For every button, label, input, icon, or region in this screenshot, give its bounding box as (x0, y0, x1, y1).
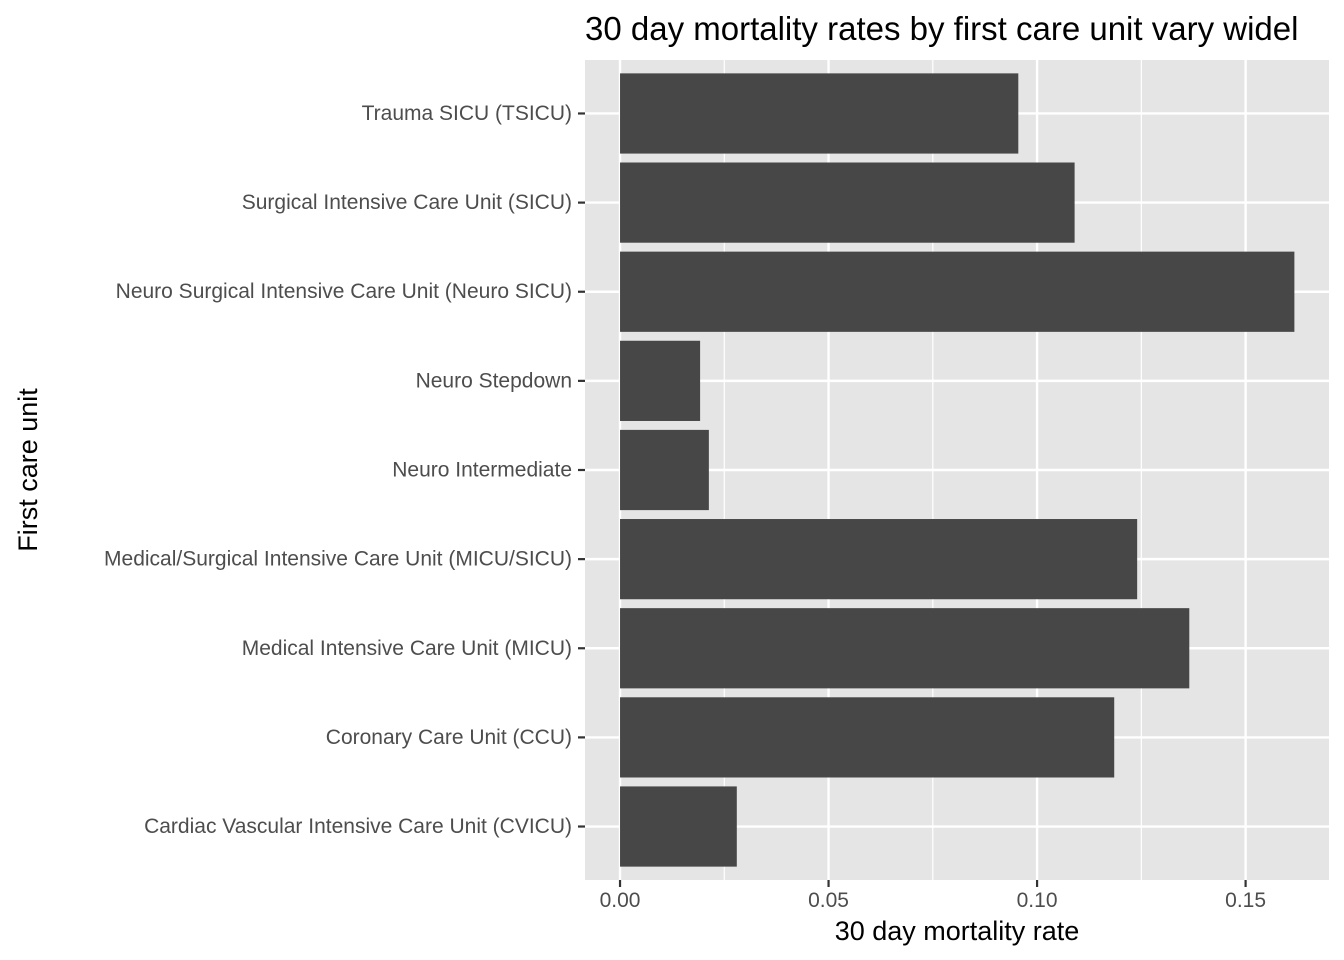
bar (620, 786, 737, 867)
y-tick-label: Cardiac Vascular Intensive Care Unit (CV… (144, 815, 572, 838)
chart-title: 30 day mortality rates by first care uni… (585, 10, 1298, 47)
y-tick-label: Neuro Surgical Intensive Care Unit (Neur… (116, 280, 572, 303)
bar (620, 162, 1075, 243)
x-axis: 0.00 0.05 0.10 0.15 (600, 880, 1266, 912)
bar (620, 697, 1115, 778)
bar (620, 340, 701, 421)
y-tick-label: Medical Intensive Care Unit (MICU) (242, 637, 572, 660)
y-tick-label: Medical/Surgical Intensive Care Unit (MI… (104, 548, 572, 571)
x-tick-label: 0.10 (1017, 889, 1058, 912)
x-tick-label: 0.15 (1225, 889, 1266, 912)
bars (620, 73, 1295, 867)
bar (620, 73, 1019, 154)
y-tick-label: Trauma SICU (TSICU) (362, 102, 572, 125)
x-tick-label: 0.00 (600, 889, 641, 912)
y-tick-label: Neuro Stepdown (416, 369, 572, 392)
bar (620, 251, 1295, 332)
x-axis-title: 30 day mortality rate (835, 916, 1080, 946)
bar (620, 429, 709, 511)
y-tick-label: Surgical Intensive Care Unit (SICU) (242, 191, 572, 214)
y-tick-label: Coronary Care Unit (CCU) (326, 726, 572, 749)
y-axis-title: First care unit (13, 388, 43, 552)
y-tick-label: Neuro Intermediate (392, 459, 572, 482)
bar (620, 608, 1190, 689)
y-axis: Cardiac Vascular Intensive Care Unit (CV… (104, 102, 585, 838)
bar (620, 519, 1138, 600)
x-tick-label: 0.05 (808, 889, 849, 912)
